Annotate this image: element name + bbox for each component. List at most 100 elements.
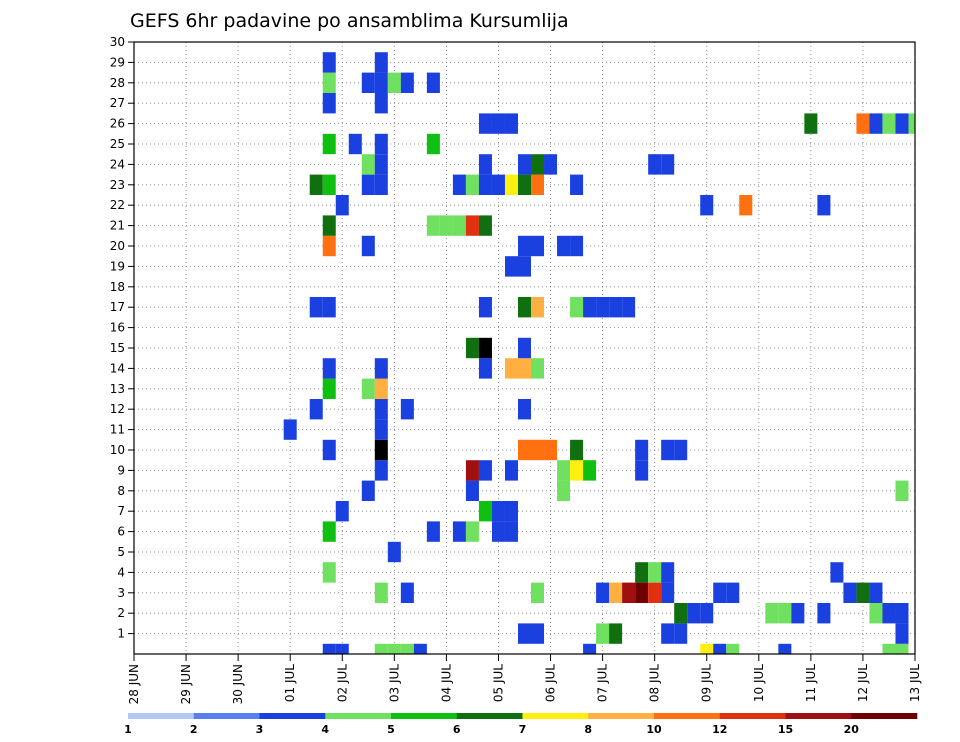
heatmap-cell [374,582,388,603]
heatmap-cell [387,72,401,93]
heatmap-cell [452,215,466,236]
heatmap-cell [374,439,388,461]
heatmap-cell [583,297,597,318]
x-tick-label: 06 JUL [544,664,558,702]
heatmap-cell [426,521,440,542]
y-tick-label: 3 [117,586,125,600]
heatmap-cell [609,582,623,603]
heatmap-cell [322,215,336,236]
heatmap-cell [361,235,375,257]
heatmap-cell [778,603,792,624]
legend: 1 2 3 4 5 6 7 8 10 12 15 20 [124,713,918,736]
heatmap-cell [374,419,388,440]
heatmap-cell [504,501,518,522]
heatmap-cell [700,603,714,624]
heatmap-cell [635,460,649,481]
heatmap-cell [374,174,388,195]
y-tick-label: 9 [117,463,125,477]
heatmap-cell [517,439,532,461]
x-tick-label: 30 JUN [231,664,245,704]
heatmap-cell [322,297,336,318]
heatmap-cell [374,358,388,379]
heatmap-cell [661,582,675,603]
heatmap-cell [322,378,336,399]
heatmap-cell [426,215,440,236]
heatmap-cell [531,358,545,379]
y-tick-label: 30 [110,35,125,49]
heatmap-cell [361,72,375,93]
heatmap-cell [843,582,857,603]
y-tick-label: 22 [110,198,125,212]
heatmap-cell [517,623,532,644]
y-tick-label: 12 [110,402,125,416]
heatmap-cell [478,460,492,481]
heatmap-cell [804,113,818,134]
heatmap-cell [491,174,505,195]
heatmap-cell [387,541,401,563]
heatmap-cell [491,521,505,542]
heatmap-cell [869,113,883,134]
heatmap-cell [557,235,571,257]
heatmap-cell [322,235,336,257]
x-tick-label: 01 JUL [283,664,297,702]
heatmap-cell [374,52,388,73]
heatmap-cell [517,154,532,175]
legend-label: 12 [712,723,727,736]
heatmap-cell [322,643,336,654]
heatmap-cell [674,623,688,644]
heatmap-cell [361,154,375,175]
y-tick-label: 7 [117,504,125,518]
heatmap-cell [374,460,388,481]
y-tick-label: 26 [110,117,125,131]
heatmap-cell [622,582,636,603]
heatmap-cell [570,297,584,318]
heatmap-cell [583,643,597,654]
heatmap-cell [426,133,440,155]
heatmap-cell [726,582,740,603]
heatmap-cell [570,460,584,481]
heatmap-cell [609,297,623,318]
legend-swatch [325,713,392,719]
heatmap-cell [335,643,349,654]
heatmap-cell [478,501,492,522]
legend-label: 6 [453,723,461,736]
y-tick-label: 21 [110,219,125,233]
heatmap-cell [322,358,336,379]
heatmap-cell [465,215,479,236]
heatmap-cell [856,582,870,603]
heatmap-cell [478,154,492,175]
heatmap-cell [478,297,492,318]
heatmap-cell [478,113,492,134]
heatmap-cell [478,337,492,359]
heatmap-cell [648,582,662,603]
heatmap-cell [335,501,349,522]
heatmap-cell [791,603,805,624]
y-axis: 1234567891011121314151617181920212223242… [110,35,134,641]
heatmap-cell [517,174,532,195]
x-tick-label: 13 JUL [908,664,922,702]
y-tick-label: 8 [117,484,125,498]
heatmap-cell [739,195,753,216]
y-tick-label: 2 [117,606,125,620]
heatmap-cell [869,603,883,624]
heatmap-cell [570,235,584,257]
heatmap-cell [322,439,336,461]
heatmap-cell [700,643,714,654]
legend-swatch [785,713,852,719]
heatmap-cell [661,562,675,583]
legend-swatch [456,713,523,719]
heatmap-cell [531,154,545,175]
heatmap-cell [544,154,558,175]
heatmap-cell [465,460,479,481]
legend-label: 20 [844,723,860,736]
heatmap-cell [361,174,375,195]
heatmap-cell [517,235,532,257]
heatmap-cell [674,439,688,461]
heatmap-cell [661,439,675,461]
heatmap-cell [908,113,915,134]
heatmap-cell [478,174,492,195]
legend-swatch [522,713,589,719]
y-tick-label: 29 [110,55,125,69]
heatmap-cell [322,93,336,114]
